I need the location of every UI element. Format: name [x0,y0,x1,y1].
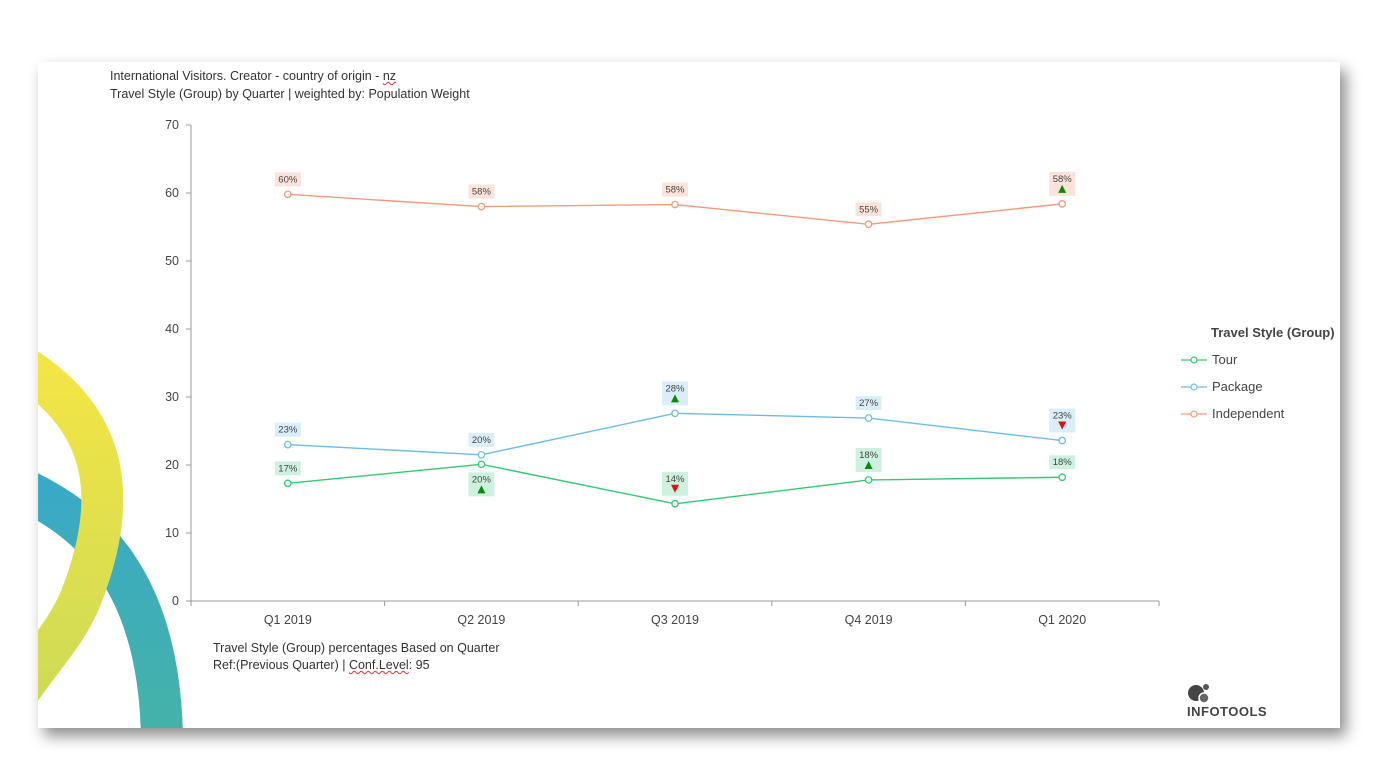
data-label-bg [274,461,301,476]
data-point [283,190,292,199]
data-label: 17% [278,463,298,474]
data-label-bg [855,202,882,217]
chart-title: International Visitors. Creator - countr… [110,69,397,83]
data-point [864,414,873,422]
data-label: 27% [859,398,879,409]
series-line [287,193,1063,225]
data-label-bg [855,396,882,411]
series-package: 23% 20% 28% 27% 23% [274,381,1076,459]
legend-item-package[interactable]: Package [1181,379,1263,394]
y-tick-label: 30 [165,390,179,404]
x-tick-label: Q1 2019 [264,613,312,627]
footer-note: Travel Style (Group) percentages Based o… [213,641,500,655]
data-point [477,450,486,459]
data-point [671,499,679,508]
data-point [1058,473,1067,482]
data-label-bg [274,172,301,187]
data-label: 18% [859,450,879,461]
legend-title: Travel Style (Group) [1211,325,1335,340]
data-label: 58% [1053,174,1073,185]
y-tick-label: 0 [172,594,179,608]
y-tick-label: 70 [165,118,179,132]
y-tick-label: 10 [165,526,179,540]
significance-down-arrow-icon [671,484,679,493]
y-tick-label: 50 [165,254,179,268]
data-point [864,476,873,484]
significance-up-arrow-icon [1058,184,1067,193]
data-label-bg [662,182,688,197]
data-label-bg [1049,455,1076,470]
x-tick-label: Q2 2019 [457,613,505,627]
y-tick-label: 20 [165,458,179,472]
data-label: 23% [278,425,298,436]
decorative-swoosh [38,351,183,728]
data-label: 23% [1053,411,1073,422]
series-tour: 17% 20% 14% 18% 18% [274,447,1076,508]
data-label: 14% [665,474,685,485]
data-point [671,409,679,418]
legend-marker-icon [1181,382,1207,391]
series-independent: 60% 58% 58% 55% 58% [274,171,1076,229]
data-point [283,440,292,449]
legend-label: Independent [1212,406,1285,421]
significance-up-arrow-icon [477,485,486,494]
logo-mark-icon [1188,684,1210,704]
data-label-bg [468,432,495,447]
y-tick-label: 60 [165,186,179,200]
data-point [477,460,486,469]
legend-item-independent[interactable]: Independent [1181,406,1284,421]
data-label: 20% [472,474,492,485]
legend-label: Package [1212,379,1263,394]
x-tick-label: Q3 2019 [651,613,699,627]
significance-down-arrow-icon [1058,421,1067,430]
data-point [671,200,679,209]
data-label: 60% [278,174,298,185]
data-label: 58% [665,185,685,196]
data-point [1058,200,1067,208]
data-label-bg [274,422,301,437]
infotools-logo: INFOTOOLS [1187,683,1267,719]
y-tick-label: 40 [165,322,179,336]
x-tick-label: Q1 2020 [1038,613,1086,627]
significance-up-arrow-icon [864,460,873,469]
x-tick-label: Q4 2019 [845,613,893,627]
footer-ref: Ref:(Previous Quarter) | Conf.Level: 95 [213,658,430,672]
data-point [1058,436,1067,445]
data-point [477,202,486,211]
series-line [287,412,1063,456]
report-card [38,62,1340,728]
legend-marker-icon [1181,409,1207,418]
chart-subtitle: Travel Style (Group) by Quarter | weight… [110,87,470,101]
data-label: 55% [859,204,879,215]
legend-label: Tour [1212,352,1238,367]
data-label: 18% [1053,457,1073,468]
data-label: 28% [665,383,685,394]
data-label: 58% [472,187,492,198]
data-point [864,220,873,229]
legend-item-tour[interactable]: Tour [1181,352,1237,367]
data-label-bg [468,184,495,199]
legend-marker-icon [1181,355,1207,364]
significance-up-arrow-icon [671,394,679,403]
data-point [283,479,292,488]
data-label: 20% [472,435,492,446]
